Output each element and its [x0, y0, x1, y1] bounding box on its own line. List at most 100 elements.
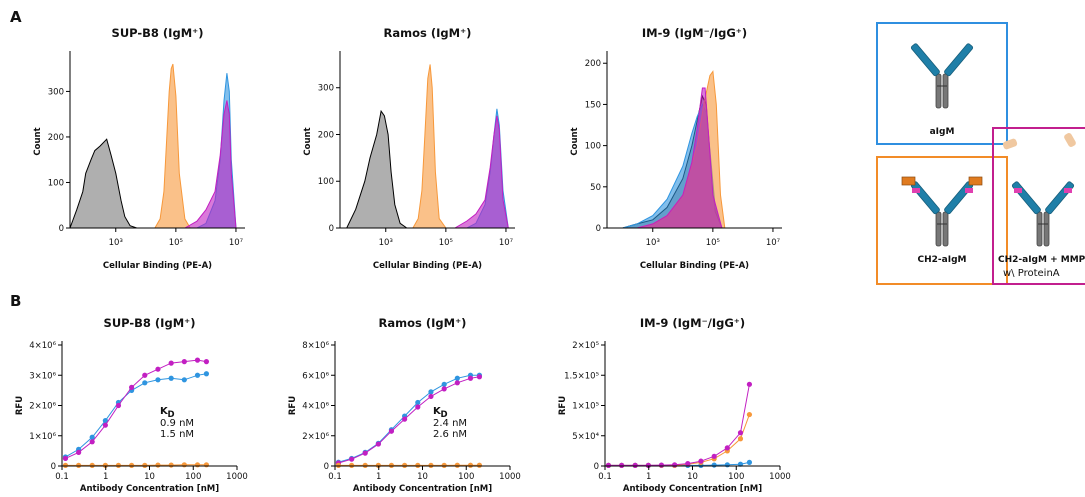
data-point	[454, 462, 460, 468]
x-axis-label: Cellular Binding (PE-A)	[103, 261, 212, 271]
x-tick-label: 10³	[646, 238, 660, 248]
data-point	[375, 462, 381, 468]
x-tick-label: 10	[144, 472, 155, 482]
chart: Ramos (IgM⁺) Antibody Concentration [nM] R…	[288, 316, 521, 494]
chart: IM-9 (IgM⁻/IgG⁺) Cellular Binding (PE-A) C…	[570, 26, 782, 271]
data-point	[658, 462, 665, 468]
panel-letter: A	[10, 8, 22, 26]
data-point	[415, 404, 421, 410]
domain-icon	[1064, 133, 1076, 147]
data-point	[168, 375, 174, 381]
domain-icon	[968, 176, 983, 186]
y-tick-label: 100	[318, 177, 334, 187]
data-point	[402, 462, 408, 468]
y-tick-label: 6×10⁶	[302, 371, 329, 381]
kd-subscript: D	[441, 410, 448, 420]
x-tick-label: 10	[687, 472, 698, 482]
domain-icon	[901, 176, 916, 186]
chart: IM-9 (IgM⁻/IgG⁺) Antibody Concentration […	[558, 316, 791, 494]
y-tick-label: 4×10⁶	[302, 402, 329, 412]
domain-icon	[1002, 138, 1018, 150]
linker-icon	[912, 188, 920, 193]
x-tick-label: 0.1	[328, 472, 342, 482]
y-axis-label: RFU	[15, 396, 25, 415]
histogram-area	[154, 63, 191, 229]
x-axis-label: Cellular Binding (PE-A)	[373, 261, 482, 271]
chart-title: SUP-B8 (IgM⁺)	[104, 316, 196, 330]
y-tick-label: 200	[48, 133, 64, 143]
data-point	[181, 462, 187, 468]
fit-line	[608, 414, 750, 466]
y-tick-label: 4×10⁶	[29, 341, 56, 351]
data-point	[476, 374, 483, 380]
y-tick-label: 1×10⁵	[572, 402, 599, 412]
data-point	[155, 366, 161, 372]
y-tick-label: 2×10⁵	[572, 341, 599, 351]
x-axis-label: Antibody Concentration [nM]	[80, 484, 219, 494]
data-point	[362, 450, 368, 456]
data-point	[724, 445, 730, 451]
data-point	[194, 372, 201, 378]
data-point	[349, 456, 355, 462]
data-point	[115, 462, 122, 468]
chart: SUP-B8 (IgM⁺) Cellular Binding (PE-A) Coun…	[33, 26, 245, 271]
data-point	[737, 430, 744, 436]
x-tick-label: 10⁵	[439, 238, 453, 248]
linker-icon	[965, 188, 973, 193]
x-tick-label: 0.1	[598, 472, 612, 482]
y-tick-label: 0	[329, 224, 334, 234]
y-tick-label: 3×10⁶	[29, 371, 56, 381]
y-tick-label: 50	[590, 183, 601, 193]
chart-title: IM-9 (IgM⁻/IgG⁺)	[640, 316, 745, 330]
y-tick-label: 5×10⁴	[572, 432, 599, 442]
histogram-area	[636, 87, 723, 229]
y-tick-label: 0	[594, 462, 599, 472]
x-tick-label: 10⁵	[706, 238, 720, 248]
data-point	[89, 434, 95, 440]
data-point	[746, 411, 753, 418]
data-point	[89, 439, 95, 445]
y-tick-label: 0	[51, 462, 56, 472]
data-point	[142, 372, 148, 378]
data-point	[388, 428, 395, 434]
data-point	[102, 422, 108, 428]
histogram-area	[412, 64, 447, 229]
x-tick-label: 1000	[499, 472, 521, 482]
data-point	[155, 462, 161, 468]
data-point	[76, 449, 82, 455]
x-tick-label: 10⁷	[766, 238, 781, 248]
plot-area	[622, 70, 726, 229]
plot-area	[69, 63, 237, 229]
data-point	[428, 389, 434, 395]
chart-title: Ramos (IgM⁺)	[379, 316, 467, 330]
y-tick-label: 2×10⁶	[29, 402, 56, 412]
fit-line	[65, 359, 207, 459]
data-point	[349, 462, 355, 468]
data-point	[194, 357, 201, 363]
data-point	[441, 462, 447, 468]
y-tick-label: 300	[318, 84, 334, 94]
data-point	[441, 386, 447, 392]
data-point	[605, 462, 612, 468]
y-axis-label: RFU	[558, 396, 568, 415]
data-point	[737, 461, 744, 467]
kd-symbol: K	[160, 406, 169, 417]
data-point	[711, 453, 717, 459]
x-tick-label: 1000	[769, 472, 791, 482]
y-tick-label: 100	[48, 178, 64, 188]
chart-title: IM-9 (IgM⁻/IgG⁺)	[642, 26, 747, 40]
data-point	[181, 359, 187, 365]
data-point	[711, 462, 717, 468]
data-point	[76, 462, 82, 468]
plot-area	[605, 381, 753, 468]
y-tick-label: 8×10⁶	[302, 341, 329, 351]
diagram-label: aIgM	[930, 127, 955, 137]
data-point	[62, 455, 69, 462]
diagram-label: CH2-aIgM	[918, 255, 967, 265]
data-point	[203, 462, 210, 468]
data-point	[415, 462, 421, 468]
y-axis-label: Count	[33, 127, 43, 155]
data-point	[168, 462, 174, 468]
